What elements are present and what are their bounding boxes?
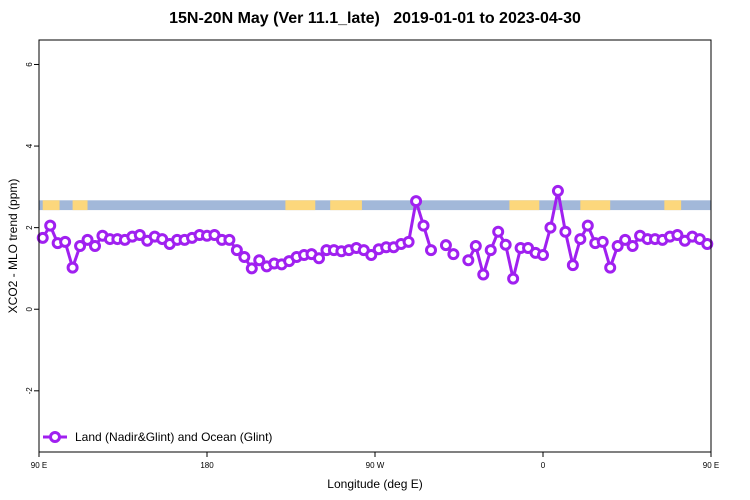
series-layer (36, 184, 714, 285)
data-point (604, 261, 617, 274)
land-patch (664, 200, 682, 211)
land-patch (330, 200, 362, 211)
data-point (313, 252, 325, 265)
data-point (559, 225, 572, 238)
data-point (402, 235, 415, 248)
data-point (619, 233, 632, 246)
data-point (469, 240, 482, 252)
data-point (537, 248, 549, 261)
land-patch (72, 200, 88, 211)
y-axis-label: XCO2 - MLO trend (ppm) (6, 179, 20, 314)
data-point (81, 233, 94, 246)
data-point (223, 233, 236, 246)
data-point (410, 195, 423, 208)
data-point (44, 219, 57, 232)
data-point (417, 219, 430, 232)
axes: 90 E 180 90 W 0 90 E -2 0 2 4 6 (25, 62, 719, 470)
land-patch (580, 200, 611, 211)
x-axis-label: Longitude (deg E) (327, 477, 422, 491)
y-tick-label: -2 (25, 387, 34, 395)
data-point (484, 244, 497, 257)
data-point (238, 251, 251, 264)
data-point (544, 221, 557, 234)
data-point (59, 235, 72, 248)
data-point (253, 254, 266, 267)
x-tick-label: 90 E (703, 461, 719, 470)
data-point (133, 228, 146, 241)
data-point (66, 261, 79, 274)
x-tick-label: 90 W (366, 461, 385, 470)
data-point (89, 240, 101, 252)
data-point (701, 237, 714, 250)
data-point (566, 259, 579, 272)
data-point (492, 225, 505, 238)
data-point (230, 244, 243, 257)
x-tick-label: 0 (541, 461, 546, 470)
data-point (551, 184, 564, 197)
data-point (596, 235, 609, 248)
land-ocean-band (39, 200, 711, 211)
data-point (671, 228, 684, 241)
data-point (477, 268, 490, 281)
y-tick-label: 4 (25, 143, 34, 148)
x-tick-label: 180 (200, 461, 214, 470)
data-point (447, 248, 460, 261)
y-tick-label: 0 (25, 306, 34, 311)
y-tick-label: 2 (25, 225, 34, 230)
land-patch (285, 200, 316, 211)
legend-marker (49, 431, 61, 443)
legend: Land (Nadir&Glint) and Ocean (Glint) (43, 430, 272, 444)
data-point (611, 240, 624, 252)
y-tick-label: 6 (25, 62, 34, 67)
data-point (74, 240, 87, 252)
data-point (507, 272, 520, 285)
land-patch (509, 200, 540, 211)
data-point (365, 248, 378, 261)
data-point (581, 219, 594, 232)
data-point (574, 233, 587, 246)
ocean-band (39, 200, 711, 211)
data-point (499, 238, 512, 251)
data-point (36, 231, 49, 244)
chart-title: 15N-20N May (Ver 11.1_late) 2019-01-01 t… (169, 10, 581, 27)
data-point (245, 262, 258, 275)
x-tick-label: 90 E (31, 461, 47, 470)
data-point (425, 244, 437, 257)
data-point (439, 239, 452, 252)
land-patch (42, 200, 60, 211)
data-point (626, 240, 639, 252)
data-point (462, 254, 475, 267)
legend-label: Land (Nadir&Glint) and Ocean (Glint) (75, 430, 272, 444)
